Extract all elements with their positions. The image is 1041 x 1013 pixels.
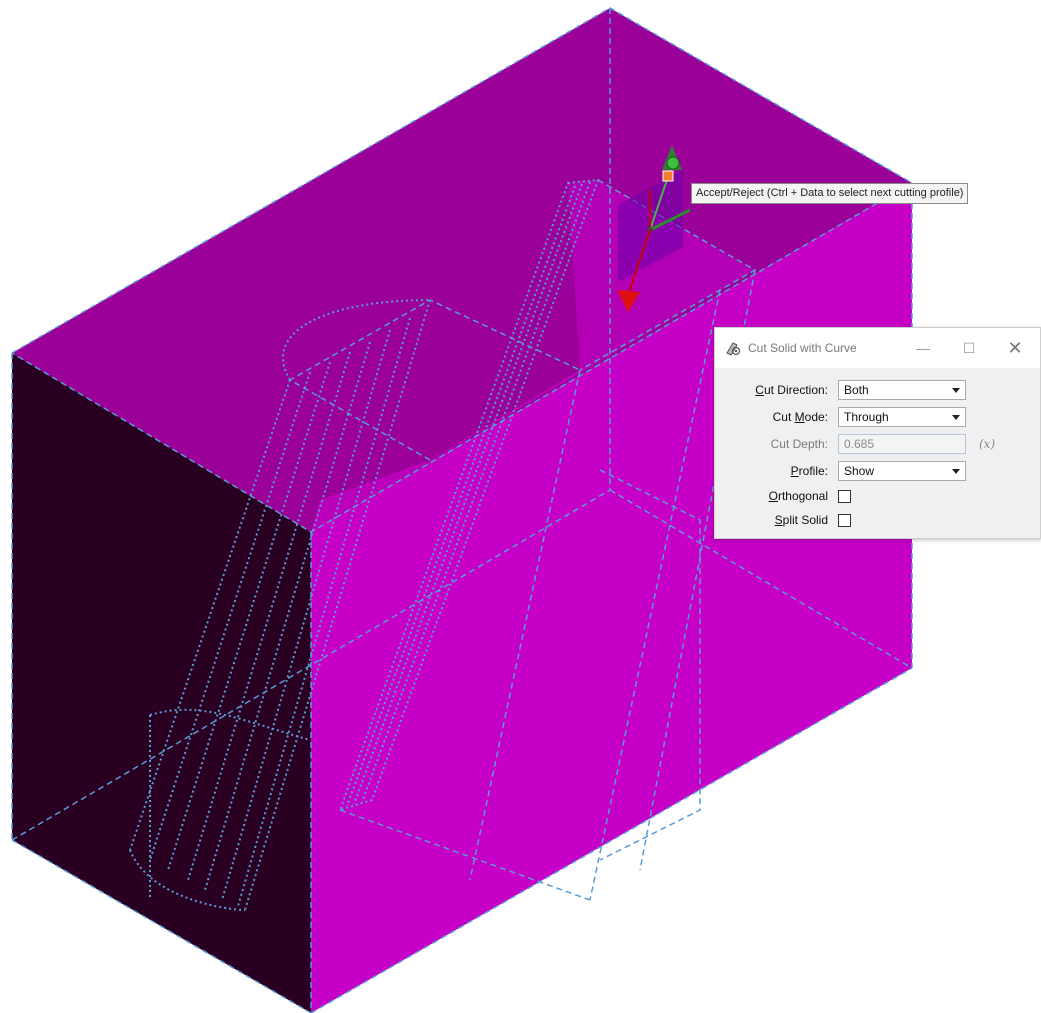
chevron-down-icon xyxy=(952,468,960,474)
cut-direction-row: Cut Direction: Both xyxy=(715,379,966,401)
cut-depth-label: Cut Depth: xyxy=(770,437,828,451)
profile-label: Profile: xyxy=(790,464,828,478)
cut-slot-face xyxy=(568,180,755,370)
cut-profile-wire xyxy=(129,178,600,911)
split-solid-label: Split Solid xyxy=(774,513,828,527)
cut-mode-row: Cut Mode: Through xyxy=(715,406,966,428)
split-solid-checkbox[interactable] xyxy=(838,513,851,527)
manipulator-handle[interactable] xyxy=(617,145,691,312)
profile-select[interactable]: Show xyxy=(838,461,966,481)
close-icon[interactable]: ✕ xyxy=(1007,337,1023,358)
cut-solid-icon xyxy=(726,342,741,356)
orthogonal-label: Orthogonal xyxy=(768,489,828,503)
chevron-down-icon xyxy=(952,387,960,393)
cut-mode-label: Cut Mode: xyxy=(772,410,828,424)
dialog-title: Cut Solid with Curve xyxy=(748,341,857,355)
dialog-titlebar[interactable]: Cut Solid with Curve — ☐ ✕ xyxy=(715,328,1040,368)
minimize-icon[interactable]: — xyxy=(916,340,930,356)
expression-button[interactable]: (x) xyxy=(979,437,996,451)
maximize-icon[interactable]: ☐ xyxy=(962,339,976,356)
solid-left-face xyxy=(12,353,311,1013)
cut-depth-input[interactable]: 0.685 xyxy=(838,434,966,454)
cut-mode-select[interactable]: Through xyxy=(838,407,966,427)
orthogonal-checkbox[interactable] xyxy=(838,489,851,503)
cut-direction-select[interactable]: Both xyxy=(838,380,966,400)
chevron-down-icon xyxy=(952,414,960,420)
solid-top-face xyxy=(12,8,912,532)
cut-slot-wall xyxy=(311,290,720,532)
split-solid-row: Split Solid xyxy=(715,509,851,531)
profile-row: Profile: Show xyxy=(715,460,966,482)
orthogonal-row: Orthogonal xyxy=(715,485,851,507)
accept-reject-tooltip: Accept/Reject (Ctrl + Data to select nex… xyxy=(691,183,969,204)
cut-solid-dialog: Cut Solid with Curve — ☐ ✕ Cut Direction… xyxy=(714,327,1041,539)
cut-depth-row: Cut Depth: 0.685 (x) xyxy=(715,433,995,455)
cut-direction-label: Cut Direction: xyxy=(755,383,828,397)
